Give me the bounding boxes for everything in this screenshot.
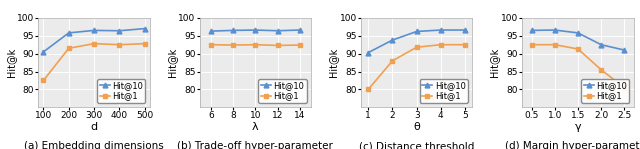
Hit@1 xyxy=(207,44,214,46)
Y-axis label: Hit@k: Hit@k xyxy=(6,48,15,77)
Hit@10 xyxy=(621,49,628,51)
Y-axis label: Hit@k: Hit@k xyxy=(167,48,177,77)
Hit@1 xyxy=(65,47,72,49)
Hit@1 xyxy=(413,46,420,48)
Hit@1 xyxy=(40,80,47,81)
Hit@10 xyxy=(252,29,259,31)
X-axis label: γ: γ xyxy=(575,122,581,132)
Text: (b) Trade-off hyper-parameter: (b) Trade-off hyper-parameter xyxy=(177,141,333,149)
Hit@1 xyxy=(388,60,396,62)
Line: Hit@10: Hit@10 xyxy=(529,28,627,52)
Hit@1 xyxy=(274,45,282,46)
Hit@1 xyxy=(597,69,605,71)
Hit@1 xyxy=(141,43,148,45)
Line: Hit@10: Hit@10 xyxy=(209,28,302,34)
Hit@1 xyxy=(528,44,536,46)
Hit@10 xyxy=(90,30,98,31)
X-axis label: d: d xyxy=(90,122,97,132)
Y-axis label: Hit@k: Hit@k xyxy=(328,48,338,77)
Line: Hit@10: Hit@10 xyxy=(41,26,147,54)
Hit@1 xyxy=(461,44,469,46)
Hit@10 xyxy=(274,30,282,32)
Text: (c) Distance threshold: (c) Distance threshold xyxy=(359,141,474,149)
Line: Hit@1: Hit@1 xyxy=(41,41,147,83)
Hit@10 xyxy=(388,39,396,41)
Text: (d) Margin hyper-parameter: (d) Margin hyper-parameter xyxy=(506,141,640,149)
Hit@10 xyxy=(597,44,605,46)
Hit@10 xyxy=(296,29,304,31)
Text: (a) Embedding dimensions: (a) Embedding dimensions xyxy=(24,141,164,149)
Hit@1 xyxy=(296,44,304,46)
Hit@10 xyxy=(65,32,72,34)
Y-axis label: Hit@k: Hit@k xyxy=(490,48,500,77)
Hit@1 xyxy=(229,44,237,46)
Hit@10 xyxy=(229,30,237,31)
Hit@10 xyxy=(141,28,148,30)
Legend: Hit@10, Hit@1: Hit@10, Hit@1 xyxy=(259,79,307,103)
Hit@10 xyxy=(207,30,214,32)
Hit@1 xyxy=(115,44,123,46)
Hit@1 xyxy=(437,44,445,46)
X-axis label: λ: λ xyxy=(252,122,259,132)
Line: Hit@10: Hit@10 xyxy=(366,28,467,55)
Hit@10 xyxy=(574,32,582,34)
Line: Hit@1: Hit@1 xyxy=(366,42,467,92)
Line: Hit@1: Hit@1 xyxy=(529,42,627,90)
Hit@1 xyxy=(574,48,582,50)
Line: Hit@1: Hit@1 xyxy=(209,42,302,48)
X-axis label: θ: θ xyxy=(413,122,420,132)
Legend: Hit@10, Hit@1: Hit@10, Hit@1 xyxy=(581,79,629,103)
Hit@10 xyxy=(461,29,469,31)
Hit@10 xyxy=(413,31,420,32)
Hit@1 xyxy=(252,44,259,46)
Legend: Hit@10, Hit@1: Hit@10, Hit@1 xyxy=(420,79,468,103)
Hit@10 xyxy=(528,30,536,31)
Hit@10 xyxy=(551,29,559,31)
Hit@10 xyxy=(437,29,445,31)
Hit@10 xyxy=(40,51,47,53)
Hit@10 xyxy=(115,30,123,32)
Hit@1 xyxy=(90,43,98,45)
Hit@1 xyxy=(551,44,559,46)
Hit@1 xyxy=(364,89,372,90)
Hit@1 xyxy=(621,87,628,89)
Legend: Hit@10, Hit@1: Hit@10, Hit@1 xyxy=(97,79,145,103)
Hit@10 xyxy=(364,52,372,53)
